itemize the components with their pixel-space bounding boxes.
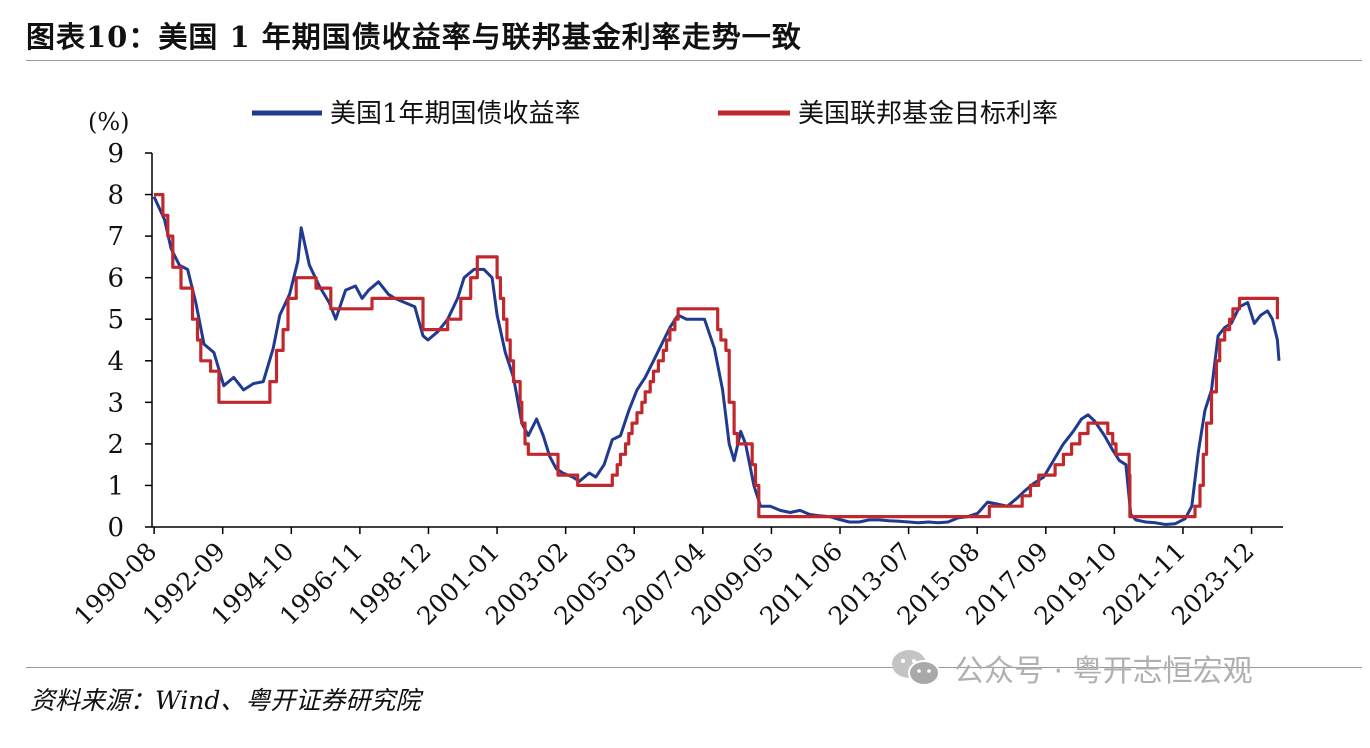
footer-rule [26, 667, 1362, 668]
source-note: 资料来源：Wind、粤开证券研究院 [30, 686, 421, 715]
y-tick-label: 6 [107, 264, 124, 294]
legend-label-treasury-yield: 美国1年期国债收益率 [330, 99, 581, 129]
y-axis: 0 1 2 3 4 5 6 7 8 9 [107, 139, 153, 543]
legend-label-fed-funds-rate: 美国联邦基金目标利率 [798, 99, 1058, 129]
legend: 美国1年期国债收益率 美国联邦基金目标利率 [252, 99, 1058, 129]
y-tick-label: 1 [107, 471, 124, 501]
y-tick-label: 5 [107, 305, 124, 335]
y-tick-label: 2 [107, 430, 124, 460]
plot-area [152, 193, 1281, 526]
y-tick-label: 8 [107, 181, 124, 211]
y-tick-label: 7 [107, 222, 124, 252]
watermark: 公众号 · 粤开志恒宏观 [890, 646, 1253, 690]
y-tick-label: 3 [107, 388, 124, 418]
figure-title: 图表10：美国 1 年期国债收益率与联邦基金利率走势一致 [26, 20, 802, 54]
series-line-fed-funds-rate [154, 193, 1279, 519]
y-tick-label: 9 [107, 139, 124, 169]
watermark-text: 公众号 · 粤开志恒宏观 [954, 654, 1253, 689]
x-axis: 1990-081992-091994-101996-111998-122001-… [68, 526, 1283, 631]
wechat-icon [892, 650, 940, 686]
title-rule [26, 60, 1362, 61]
y-tick-label: 4 [107, 347, 124, 377]
y-tick-label: 0 [107, 513, 124, 543]
y-axis-unit-label: (%) [88, 108, 130, 136]
line-chart: 美国1年期国债收益率 美国联邦基金目标利率 (%) 0 1 2 3 4 5 6 7 8 9 199… [68, 99, 1283, 631]
series-line-treasury-yield [152, 195, 1281, 526]
